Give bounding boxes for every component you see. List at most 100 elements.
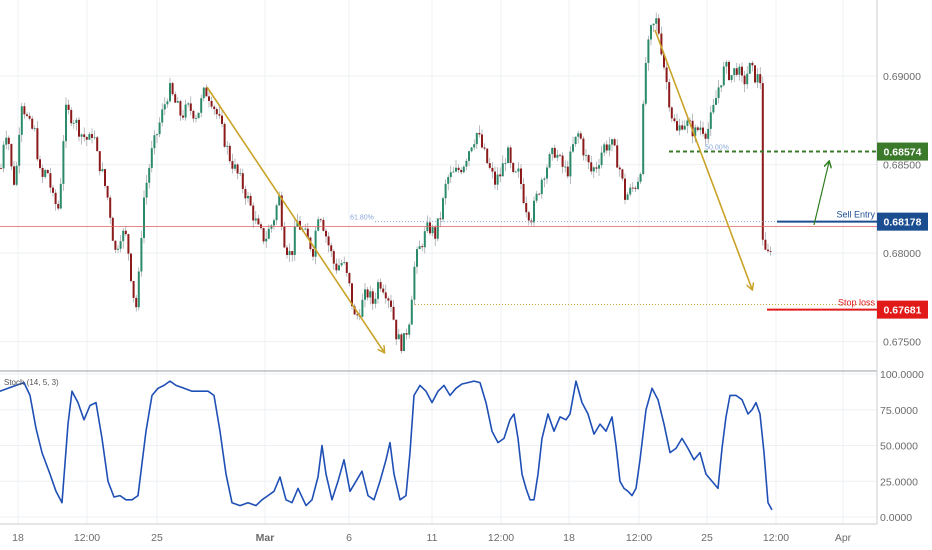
candle-body (187, 103, 190, 105)
candle-body (5, 137, 8, 145)
candle-body (0, 168, 2, 169)
candle-body (340, 262, 343, 266)
candle-body (200, 98, 203, 113)
candle-body (179, 101, 182, 116)
candle-body (769, 251, 772, 252)
candle-body (460, 169, 463, 173)
candle-body (124, 230, 127, 235)
stoch-panel[interactable] (0, 380, 773, 511)
candle-body (244, 188, 247, 199)
candle-body (676, 121, 678, 131)
candle-body (59, 183, 62, 209)
candle-body (46, 169, 49, 174)
candle-body (379, 282, 382, 289)
candle-body (738, 66, 741, 75)
candle-body (192, 110, 195, 119)
candle-body (223, 123, 226, 147)
candle-body (707, 128, 710, 139)
candle-body (644, 62, 647, 104)
candle-body (761, 83, 764, 240)
candle-body (592, 167, 595, 172)
candle-body (18, 134, 21, 166)
candle-body (397, 334, 400, 340)
candle-body (509, 147, 512, 163)
candle-body (231, 161, 234, 169)
price-panel[interactable] (0, 12, 772, 354)
candle-body (171, 83, 174, 95)
candle-body (631, 187, 634, 189)
candle-body (579, 133, 582, 139)
candle-body (283, 226, 286, 248)
stoch-tick-label: 0.0000 (880, 512, 912, 524)
candle-body (462, 166, 465, 173)
candle-body (496, 174, 499, 185)
stoch-indicator-title: Stoch (14, 5, 3) (4, 378, 59, 387)
candle-body (189, 103, 192, 111)
fib-50-label: 50.00% (705, 145, 729, 152)
candle-body (699, 127, 702, 131)
time-tick-label: Mar (256, 532, 275, 544)
candle-body (83, 134, 86, 138)
candle-body (608, 144, 611, 151)
candle-body (639, 173, 642, 182)
candle-body (748, 62, 751, 74)
trend-arrow-1 (206, 86, 384, 352)
candle-body (746, 73, 749, 85)
candle-body (137, 271, 140, 308)
candle-body (10, 143, 13, 167)
candle-body (673, 118, 676, 122)
candle-body (384, 292, 387, 299)
candle-body (598, 165, 600, 169)
stop-loss-label: Stop loss (838, 298, 876, 308)
candle-body (309, 237, 312, 250)
candle-body (527, 212, 530, 221)
candle-body (41, 167, 44, 177)
candle-body (202, 87, 205, 99)
candle-body (267, 228, 270, 239)
candle-body (306, 228, 309, 238)
price-tick-label: 0.68000 (883, 248, 921, 260)
candle-body (590, 162, 593, 172)
candle-body (195, 118, 197, 119)
stoch-tick-label: 50.0000 (880, 441, 918, 453)
candle-body (634, 187, 637, 189)
candle-body (327, 236, 330, 246)
candle-body (410, 299, 413, 325)
candle-body (629, 187, 632, 195)
candle-body (65, 104, 67, 142)
candle-body (369, 291, 372, 298)
candle-body (413, 266, 416, 300)
candle-body (62, 141, 65, 184)
candle-body (722, 66, 725, 86)
candle-body (624, 178, 626, 200)
candle-body (293, 226, 296, 255)
candle-body (348, 272, 351, 284)
candle-body (338, 265, 340, 271)
candle-body (535, 193, 538, 201)
candle-body (652, 23, 655, 26)
candle-body (618, 167, 621, 170)
candle-body (525, 203, 528, 213)
candle-body (174, 94, 177, 103)
candle-body (507, 147, 509, 164)
candle-body (364, 289, 366, 300)
candle-body (400, 334, 403, 352)
candle-body (647, 39, 650, 63)
candle-body (153, 135, 156, 149)
candle-body (733, 68, 736, 76)
candle-body (715, 98, 717, 105)
candle-body (106, 185, 109, 198)
candle-body (504, 163, 507, 164)
candle-body (704, 133, 707, 139)
candle-body (312, 249, 314, 257)
candle-body (473, 144, 476, 148)
candle-body (239, 173, 242, 175)
candle-body (556, 154, 559, 158)
candle-body (626, 194, 629, 200)
candle-body (52, 187, 54, 193)
candle-body (343, 262, 346, 263)
candle-body (273, 220, 275, 226)
candle-body (15, 165, 18, 185)
